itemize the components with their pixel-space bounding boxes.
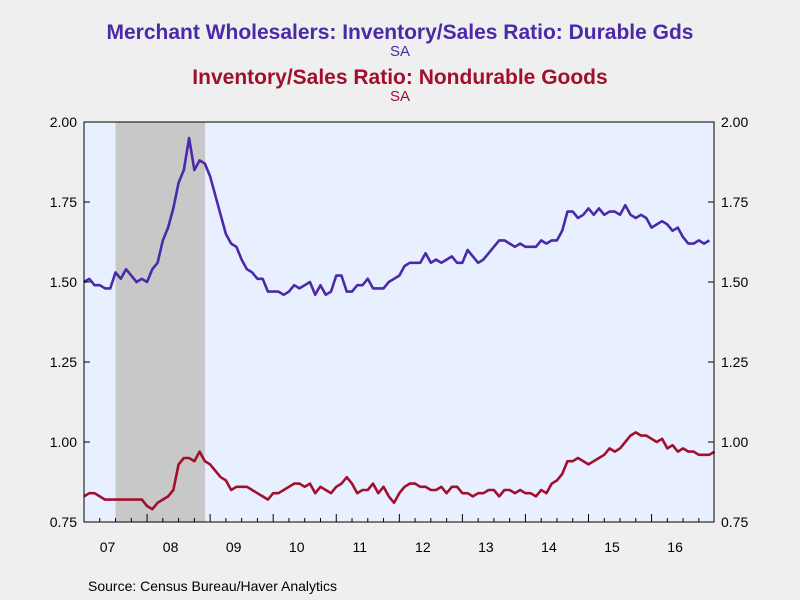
axes: 2.00 2.00 1.75 1.75 1.50 1.50 1.25 1.25 1.00 1.00… [50,114,749,555]
chart-titles: Merchant Wholesalers: Inventory/Sales Ra… [107,21,694,105]
y-tick-label-left: 1.25 [50,354,77,370]
y-tick-label-left: 1.00 [50,434,77,450]
x-tick-label: 13 [478,539,494,555]
x-tick-label: 11 [353,539,368,555]
series-layer [83,136,716,511]
y-tick-label-right: 2.00 [721,114,748,130]
x-tick-label: 12 [415,539,431,555]
x-tick-label: 16 [667,539,683,555]
x-tick-label: 08 [163,539,179,555]
y-tick-label-right: 1.75 [721,194,748,210]
y-tick-label-right: 1.25 [721,354,748,370]
x-tick-label: 14 [541,539,557,555]
x-tick-label: 09 [226,539,242,555]
chart-title-line-1: Merchant Wholesalers: Inventory/Sales Ra… [107,21,694,44]
source-note: Source: Census Bureau/Haver Analytics [88,578,338,594]
x-tick-label: 15 [604,539,620,555]
y-tick-label-left: 1.50 [50,274,77,290]
x-tick-label: 10 [289,539,305,555]
y-tick-label-right: 1.00 [721,434,748,450]
series-line-nondurable [83,431,716,511]
chart-title-line-2: SA [390,43,410,60]
chart-title-line-4: SA [390,88,410,105]
chart-title-line-3: Inventory/Sales Ratio: Nondurable Goods [192,66,607,89]
series-line-durable [83,136,711,297]
x-tick-label: 07 [100,539,116,555]
y-tick-label-left: 2.00 [50,114,77,130]
y-tick-label-right: 0.75 [721,514,748,530]
recession-shading [115,122,206,522]
y-tick-label-left: 0.75 [50,514,77,530]
y-tick-label-right: 1.50 [721,274,748,290]
y-tick-label-left: 1.75 [50,194,77,210]
